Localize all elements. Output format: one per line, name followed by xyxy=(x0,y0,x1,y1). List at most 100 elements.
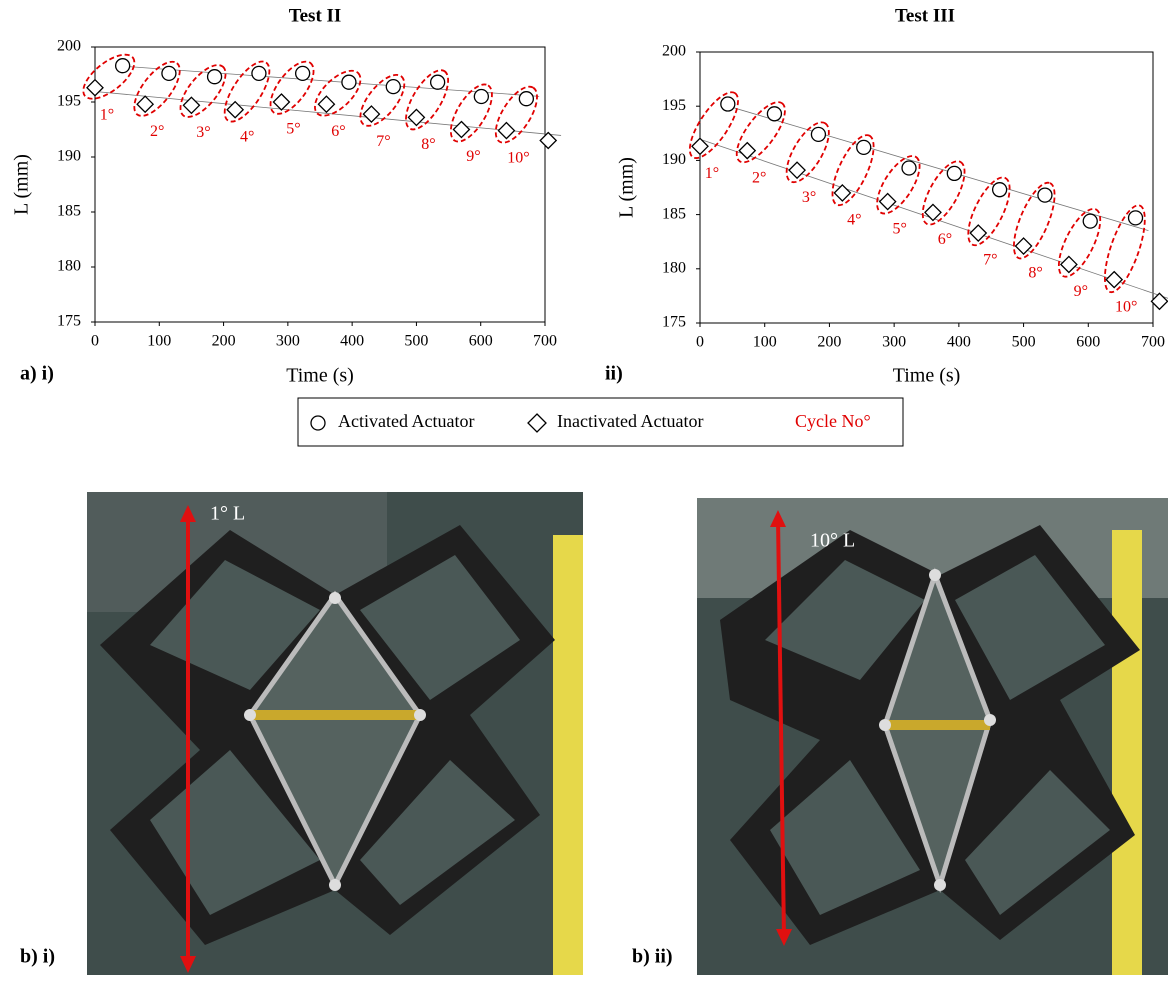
y-tick-label: 175 xyxy=(662,314,686,331)
cycle-label: 9° xyxy=(466,148,480,165)
panel-label: ii) xyxy=(605,363,623,385)
x-tick-label: 100 xyxy=(753,334,777,351)
data-point xyxy=(925,204,941,220)
cycle-label: 8° xyxy=(421,136,435,153)
photo xyxy=(87,492,583,975)
data-point xyxy=(1151,293,1167,309)
x-tick-label: 400 xyxy=(947,334,971,351)
x-tick-label: 600 xyxy=(469,333,493,350)
cycle-ellipse xyxy=(262,55,321,121)
plot-frame xyxy=(95,47,545,322)
y-tick-label: 185 xyxy=(662,205,686,222)
data-point xyxy=(431,75,445,89)
data-point xyxy=(519,92,533,106)
x-axis-label: Time (s) xyxy=(286,365,354,387)
chart-title: Test II xyxy=(289,5,342,26)
cycle-ellipse xyxy=(869,150,928,221)
cycle-label: 2° xyxy=(752,169,766,186)
cycle-label: 5° xyxy=(892,220,906,237)
cycle-label: 6° xyxy=(938,231,952,248)
data-point xyxy=(739,143,755,159)
data-point xyxy=(789,162,805,178)
cycle-ellipse xyxy=(216,55,277,128)
data-point xyxy=(408,109,424,125)
y-tick-label: 175 xyxy=(57,313,81,330)
data-point xyxy=(342,75,356,89)
data-point xyxy=(296,66,310,80)
data-point xyxy=(474,90,488,104)
y-axis-label: L (mm) xyxy=(11,154,33,215)
cycle-ellipse xyxy=(172,58,233,124)
cycle-label: 1° xyxy=(705,165,719,182)
chart-title: Test III xyxy=(895,5,955,26)
data-point xyxy=(273,94,289,110)
panel-label: b) ii) xyxy=(632,946,673,968)
panel-label: a) i) xyxy=(20,363,54,385)
data-point xyxy=(363,106,379,122)
x-tick-label: 300 xyxy=(882,334,906,351)
cycle-ellipse xyxy=(443,78,500,148)
y-tick-label: 200 xyxy=(662,43,686,60)
cycle-ellipse xyxy=(1097,201,1153,297)
data-point xyxy=(1129,211,1143,225)
legend-label: Activated Actuator xyxy=(338,411,474,431)
x-tick-label: 400 xyxy=(340,333,364,350)
cycle-ellipse xyxy=(76,47,141,107)
cycle-label: 9° xyxy=(1074,283,1088,300)
chart: Test III Time (s) L (mm) 175 180 185 190 195 200… xyxy=(616,5,1168,386)
data-point xyxy=(1061,256,1077,272)
legend-label: Inactivated Actuator xyxy=(557,411,703,431)
data-point xyxy=(834,185,850,201)
x-tick-label: 500 xyxy=(1012,334,1036,351)
data-point xyxy=(208,70,222,84)
cycle-ellipse xyxy=(778,116,837,188)
y-tick-label: 190 xyxy=(662,151,686,168)
figure: Activated Actuator Inactivated Actuator … xyxy=(0,0,1168,983)
cycle-label: 1° xyxy=(100,106,114,123)
data-point xyxy=(87,80,103,96)
cycle-label: 7° xyxy=(983,252,997,269)
y-tick-label: 200 xyxy=(57,38,81,55)
cycle-label: 4° xyxy=(240,128,254,145)
cycle-label: 7° xyxy=(376,133,390,150)
x-tick-label: 300 xyxy=(276,333,300,350)
y-tick-label: 180 xyxy=(662,259,686,276)
data-point xyxy=(318,96,334,112)
x-tick-label: 700 xyxy=(533,333,557,350)
data-point xyxy=(453,122,469,138)
cycle-label: 10° xyxy=(1115,298,1137,315)
data-point xyxy=(137,96,153,112)
data-point xyxy=(993,183,1007,197)
data-point xyxy=(162,66,176,80)
cycle-label: 4° xyxy=(847,212,861,229)
data-point xyxy=(721,97,735,111)
cycle-label: 2° xyxy=(150,123,164,140)
data-point xyxy=(1016,238,1032,254)
photo-label: 1° L xyxy=(210,503,245,525)
x-tick-label: 700 xyxy=(1141,334,1165,351)
y-tick-label: 195 xyxy=(662,97,686,114)
x-axis-label: Time (s) xyxy=(893,365,961,387)
x-tick-label: 500 xyxy=(404,333,428,350)
data-point xyxy=(1106,272,1122,288)
data-point xyxy=(811,127,825,141)
y-tick-label: 185 xyxy=(57,203,81,220)
x-tick-label: 200 xyxy=(817,334,841,351)
data-point xyxy=(970,225,986,241)
x-tick-label: 0 xyxy=(91,333,99,350)
cycle-label: 10° xyxy=(507,149,529,166)
data-point xyxy=(767,107,781,121)
y-axis-label: L (mm) xyxy=(616,157,638,218)
data-point xyxy=(252,66,266,80)
cycle-label: 3° xyxy=(196,124,210,141)
data-point xyxy=(386,80,400,94)
cycle-ellipse xyxy=(488,80,545,149)
photo-label: 10° L xyxy=(810,530,855,552)
data-point xyxy=(116,59,130,73)
data-point xyxy=(498,123,514,139)
cycle-ellipse xyxy=(126,55,188,123)
data-point xyxy=(1038,188,1052,202)
data-point xyxy=(1083,214,1097,228)
cycle-label: 8° xyxy=(1028,265,1042,282)
photo xyxy=(697,498,1168,975)
